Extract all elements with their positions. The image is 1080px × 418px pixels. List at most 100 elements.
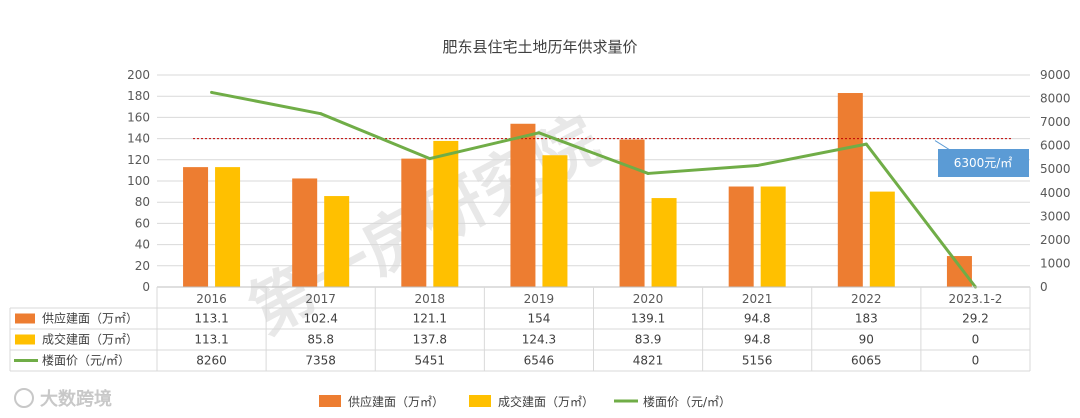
y-left-tick-label: 20	[135, 259, 150, 273]
bar-supply-2021	[728, 186, 754, 287]
bar-sold-2020	[651, 198, 677, 287]
legend-label: 供应建面（万㎡）	[348, 394, 444, 409]
table-cell: 102.4	[304, 312, 338, 326]
y-right-tick-label: 8000	[1040, 92, 1071, 106]
y-right-tick-label: 7000	[1040, 115, 1071, 129]
x-tick-label: 2021	[742, 292, 773, 306]
chart-title: 肥东县住宅土地历年供求量价	[442, 38, 637, 56]
logo-text: 大数跨境	[40, 388, 112, 410]
y-right-tick-label: 4000	[1040, 186, 1071, 200]
y-right-tick-label: 5000	[1040, 162, 1071, 176]
line-point-2016	[210, 90, 214, 94]
table-cell: 6546	[524, 354, 555, 368]
left-axis: 0 20 40 60 80 100 120 140 160 180 200	[127, 68, 150, 294]
table-cell: 83.9	[635, 333, 662, 347]
table-cell: 94.8	[744, 312, 771, 326]
table-cell: 6065	[851, 354, 882, 368]
table-key-swatch	[15, 313, 35, 324]
table-key-swatch	[15, 334, 35, 345]
table-cell: 124.3	[522, 333, 556, 347]
x-tick-label: 2018	[415, 292, 446, 306]
bar-sold-2017	[324, 196, 350, 287]
line-point-2020	[646, 171, 650, 175]
y-left-tick-label: 160	[127, 110, 150, 124]
bar-sold-2021	[760, 186, 786, 287]
table-cell: 8260	[196, 354, 227, 368]
bar-supply-2018	[401, 158, 427, 287]
bar-sold-2019	[542, 155, 568, 287]
bar-sold-2018	[433, 140, 459, 287]
table-cell: 183	[855, 312, 878, 326]
legend-label: 楼面价（元/㎡）	[643, 394, 731, 409]
y-right-tick-label: 1000	[1040, 256, 1071, 270]
table-cell: 113.1	[194, 333, 228, 347]
bar-supply-2022	[837, 93, 863, 288]
callout-label: 6300元/㎡	[954, 156, 1013, 170]
y-left-tick-label: 100	[127, 174, 150, 188]
table-cell: 139.1	[631, 312, 665, 326]
table-row-label: 楼面价（元/㎡）	[42, 353, 130, 368]
table-cell: 113.1	[194, 312, 228, 326]
bar-supply-2023.1-2	[946, 256, 972, 287]
table-cell: 154	[527, 312, 550, 326]
bars	[183, 93, 972, 288]
x-tick-label: 2017	[305, 292, 336, 306]
legend-swatch	[469, 395, 491, 407]
y-left-tick-label: 80	[135, 195, 150, 209]
x-tick-label: 2016	[196, 292, 227, 306]
y-right-tick-label: 0	[1040, 280, 1048, 294]
data-table: 2016 2017 2018 2019 2020 2021 2022 2023.1-2 供应建面…	[9, 286, 1031, 372]
y-left-tick-label: 0	[142, 280, 150, 294]
table-cell: 94.8	[744, 333, 771, 347]
table-row-label: 供应建面（万㎡）	[42, 311, 138, 326]
callout-box	[938, 149, 1029, 177]
table-cell: 0	[972, 333, 980, 347]
line-point-2019	[537, 131, 541, 135]
y-left-tick-label: 60	[135, 216, 150, 230]
table-cell: 90	[859, 333, 874, 347]
table-cell: 137.8	[413, 333, 447, 347]
table-row-label: 成交建面（万㎡）	[42, 332, 138, 347]
x-tick-label: 2019	[524, 292, 555, 306]
table-cell: 5156	[742, 354, 773, 368]
table-cell: 4821	[633, 354, 664, 368]
bar-sold-2022	[869, 191, 895, 287]
table-cell: 7358	[305, 354, 336, 368]
y-right-tick-label: 3000	[1040, 209, 1071, 223]
y-left-tick-label: 200	[127, 68, 150, 82]
y-right-tick-label: 9000	[1040, 68, 1071, 82]
table-cell: 85.8	[307, 333, 334, 347]
line-point-2021	[755, 164, 759, 168]
legend-swatch	[319, 395, 341, 407]
bar-sold-2016	[215, 167, 241, 287]
table-cell: 121.1	[413, 312, 447, 326]
y-left-tick-label: 140	[127, 132, 150, 146]
y-right-tick-label: 2000	[1040, 233, 1071, 247]
line-point-2022	[864, 142, 868, 146]
y-left-tick-label: 180	[127, 89, 150, 103]
table-cell: 0	[972, 354, 980, 368]
logo: 大数跨境	[14, 388, 112, 410]
table-cell: 29.2	[962, 312, 989, 326]
y-left-tick-label: 120	[127, 153, 150, 167]
bar-supply-2019	[510, 123, 536, 287]
table-cell: 5451	[415, 354, 446, 368]
x-tick-label: 2022	[851, 292, 882, 306]
reference-line: 6300元/㎡	[193, 138, 1029, 177]
bar-supply-2016	[183, 167, 209, 287]
callout-leader	[934, 140, 951, 151]
legend: 供应建面（万㎡） 成交建面（万㎡） 楼面价（元/㎡）	[319, 394, 731, 409]
bar-supply-2017	[292, 178, 318, 287]
legend-label: 成交建面（万㎡）	[498, 394, 594, 409]
line-point-2017	[319, 112, 323, 116]
line-series-price	[211, 90, 977, 288]
x-tick-label: 2023.1-2	[948, 292, 1002, 306]
x-tick-label: 2020	[633, 292, 664, 306]
bar-supply-2020	[619, 139, 645, 287]
y-right-tick-label: 6000	[1040, 139, 1071, 153]
line-point-2018	[428, 157, 432, 161]
right-axis: 0 1000 2000 3000 4000 5000 6000 7000 8000 9000	[1040, 68, 1071, 294]
y-left-tick-label: 40	[135, 238, 150, 252]
logo-icon	[14, 388, 34, 408]
